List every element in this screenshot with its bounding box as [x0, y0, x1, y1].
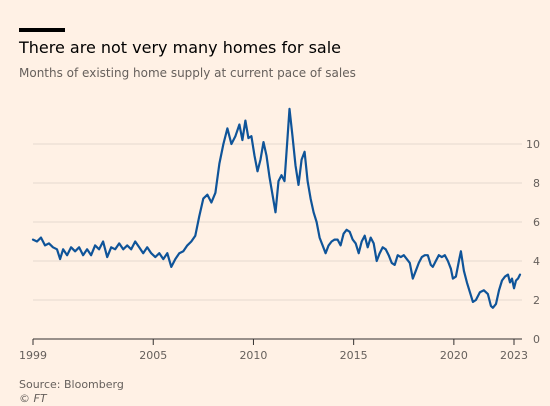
x-tick-label: 2010	[239, 349, 267, 362]
x-tick-label: 2020	[440, 349, 468, 362]
y-tick-label: 8	[533, 177, 540, 190]
x-tick-label: 2005	[139, 349, 167, 362]
y-axis-labels: 0 2 4 6 8 10	[526, 138, 540, 346]
series-group	[31, 107, 522, 309]
chart-title: There are not very many homes for sale	[19, 38, 341, 57]
x-axis: 1999 2005 2010 2015 2020 2023	[19, 339, 528, 362]
y-tick-label: 2	[533, 294, 540, 307]
title-accent-rule	[19, 28, 65, 32]
chart-subtitle: Months of existing home supply at curren…	[19, 66, 356, 80]
y-tick-label: 0	[533, 333, 540, 346]
y-tick-label: 6	[533, 216, 540, 229]
source-note: Source: Bloomberg	[19, 378, 124, 391]
y-tick-label: 4	[533, 255, 540, 268]
y-tick-label: 10	[526, 138, 540, 151]
ft-credit: © FT	[19, 392, 47, 405]
x-tick-label: 2023	[500, 349, 528, 362]
x-tick-label: 2015	[340, 349, 368, 362]
gridlines	[33, 143, 522, 340]
x-tick-label: 1999	[19, 349, 47, 362]
series-line	[31, 107, 522, 309]
